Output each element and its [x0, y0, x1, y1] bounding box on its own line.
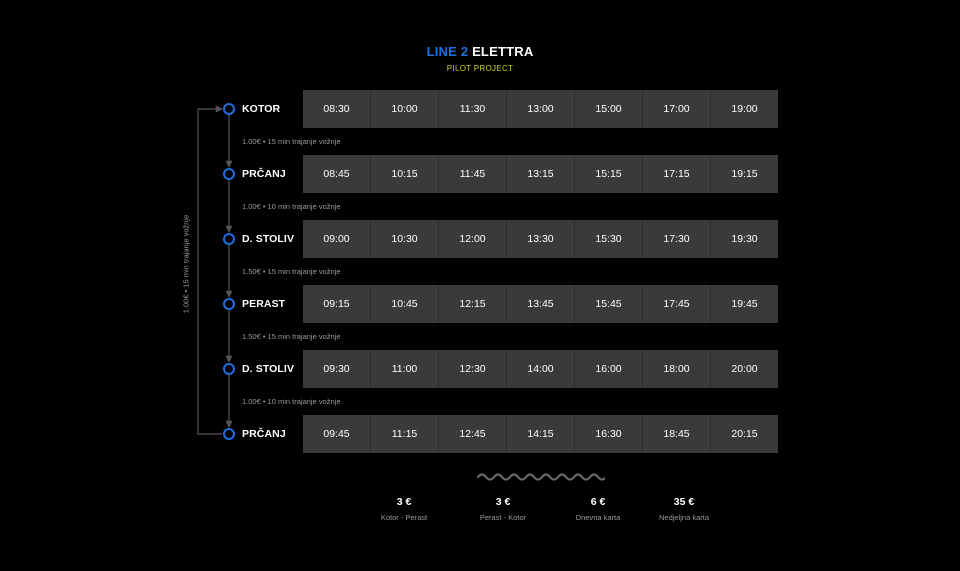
price-label: Nedjeljna karta — [658, 513, 710, 522]
price-item: 6 € Dnevna karta — [543, 496, 653, 523]
departure-time: 18:45 — [642, 415, 710, 453]
price-amount: 3 € — [495, 496, 511, 508]
stop-name: PRČANJ — [242, 168, 286, 180]
departure-time: 10:15 — [370, 155, 438, 193]
stop-name: PRČANJ — [242, 428, 286, 440]
stop-row-prcanj-return: PRČANJ 09:45 11:15 12:45 14:15 16:30 18:… — [0, 415, 960, 453]
stop-row-d-stoliv-return: D. STOLIV 09:30 11:00 12:30 14:00 16:00 … — [0, 350, 960, 388]
departure-time: 11:30 — [438, 90, 506, 128]
wave-divider-icon — [476, 470, 608, 488]
departure-time: 20:00 — [710, 350, 778, 388]
departure-time: 19:00 — [710, 90, 778, 128]
departure-time: 10:45 — [370, 285, 438, 323]
price-item: 3 € Perast - Kotor — [448, 496, 558, 523]
departure-times: 09:45 11:15 12:45 14:15 16:30 18:45 20:1… — [303, 415, 778, 453]
price-item: 35 € Nedjeljna karta — [629, 496, 739, 523]
price-amount: 6 € — [590, 496, 606, 508]
departure-time: 19:30 — [710, 220, 778, 258]
departure-time: 14:00 — [506, 350, 574, 388]
segment-info: 1.00€ • 15 min trajanje vožnje — [242, 137, 341, 146]
ticket-prices: 3 € Kotor - Perast 3 € Perast - Kotor 6 … — [0, 496, 960, 536]
stop-row-d-stoliv: D. STOLIV 09:00 10:30 12:00 13:30 15:30 … — [0, 220, 960, 258]
stop-circle-icon — [223, 168, 235, 180]
stop-circle-icon — [223, 103, 235, 115]
stop-row-prcanj: PRČANJ 08:45 10:15 11:45 13:15 15:15 17:… — [0, 155, 960, 193]
departure-time: 09:30 — [323, 363, 350, 375]
segment-info: 1.50€ • 15 min trajanje vožnje — [242, 332, 341, 341]
departure-time: 10:30 — [370, 220, 438, 258]
stop-row-perast: PERAST 09:15 10:45 12:15 13:45 15:45 17:… — [0, 285, 960, 323]
departure-time: 17:15 — [642, 155, 710, 193]
departure-time: 11:00 — [370, 350, 438, 388]
price-label: Perast - Kotor — [479, 513, 527, 522]
price-label: Kotor - Perast — [380, 513, 428, 522]
departure-time: 20:15 — [710, 415, 778, 453]
stop-circle-icon — [223, 363, 235, 375]
stop-circle-icon — [223, 233, 235, 245]
header: LINE 2 ELETTRA PILOT PROJECT — [0, 44, 960, 74]
departure-time: 09:15 — [323, 298, 350, 310]
departure-time: 17:00 — [642, 90, 710, 128]
departure-time: 17:45 — [642, 285, 710, 323]
page-title: LINE 2 ELETTRA — [0, 44, 960, 60]
departure-time: 16:30 — [574, 415, 642, 453]
departure-time: 17:30 — [642, 220, 710, 258]
departure-time: 18:00 — [642, 350, 710, 388]
segment-info: 1.50€ • 15 min trajanje vožnje — [242, 267, 341, 276]
departure-time: 09:45 — [323, 428, 350, 440]
departure-time: 15:00 — [574, 90, 642, 128]
departure-time: 10:00 — [370, 90, 438, 128]
subtitle: PILOT PROJECT — [446, 64, 514, 73]
departure-time: 19:45 — [710, 285, 778, 323]
departure-time: 12:15 — [438, 285, 506, 323]
line-number: LINE 2 — [426, 44, 469, 59]
departure-time: 13:00 — [506, 90, 574, 128]
departure-time: 15:30 — [574, 220, 642, 258]
departure-times: 09:00 10:30 12:00 13:30 15:30 17:30 19:3… — [303, 220, 778, 258]
departure-time: 11:45 — [438, 155, 506, 193]
departure-time: 13:15 — [506, 155, 574, 193]
stop-row-kotor: KOTOR 08:30 10:00 11:30 13:00 15:00 17:0… — [0, 90, 960, 128]
departure-times: 09:30 11:00 12:30 14:00 16:00 18:00 20:0… — [303, 350, 778, 388]
segment-info: 1.00€ • 10 min trajanje vožnje — [242, 202, 341, 211]
stop-name: D. STOLIV — [242, 363, 295, 375]
departure-time: 12:45 — [438, 415, 506, 453]
line-name: ELETTRA — [472, 44, 534, 59]
segment-info: 1.00€ • 10 min trajanje vožnje — [242, 397, 341, 406]
stop-circle-icon — [223, 428, 235, 440]
departure-time: 19:15 — [710, 155, 778, 193]
departure-time: 12:00 — [438, 220, 506, 258]
stop-circle-icon — [223, 298, 235, 310]
departure-time: 14:15 — [506, 415, 574, 453]
departure-times: 08:45 10:15 11:45 13:15 15:15 17:15 19:1… — [303, 155, 778, 193]
departure-time: 12:30 — [438, 350, 506, 388]
departure-times: 09:15 10:45 12:15 13:45 15:45 17:45 19:4… — [303, 285, 778, 323]
stop-name: PERAST — [242, 298, 286, 310]
departure-time: 13:45 — [506, 285, 574, 323]
departure-times: 08:30 10:00 11:30 13:00 15:00 17:00 19:0… — [303, 90, 778, 128]
departure-time: 13:30 — [506, 220, 574, 258]
departure-time: 08:45 — [323, 168, 350, 180]
departure-time: 15:15 — [574, 155, 642, 193]
stop-name: KOTOR — [242, 103, 281, 115]
price-item: 3 € Kotor - Perast — [349, 496, 459, 523]
departure-time: 09:00 — [323, 233, 350, 245]
stop-name: D. STOLIV — [242, 233, 295, 245]
price-label: Dnevna karta — [575, 513, 621, 522]
price-amount: 3 € — [396, 496, 412, 508]
departure-time: 15:45 — [574, 285, 642, 323]
departure-time: 08:30 — [323, 103, 350, 115]
departure-time: 16:00 — [574, 350, 642, 388]
departure-time: 11:15 — [370, 415, 438, 453]
price-amount: 35 € — [673, 496, 695, 508]
